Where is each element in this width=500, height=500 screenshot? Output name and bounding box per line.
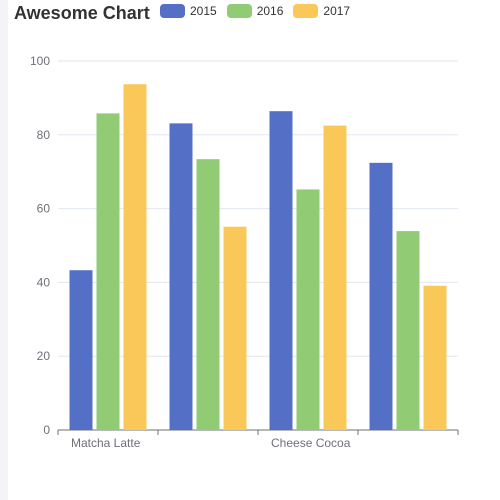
bar-2017-0	[123, 84, 147, 430]
y-tick-label-20: 20	[37, 349, 51, 363]
bar-2015-2	[269, 111, 293, 431]
bar-2016-2	[296, 189, 320, 430]
y-tick-label-100: 100	[30, 54, 50, 68]
legend-item-2015[interactable]: 2015	[160, 4, 217, 18]
legend-label-2017: 2017	[323, 4, 351, 18]
y-tick-label-60: 60	[37, 202, 51, 216]
bar-2015-1	[169, 123, 193, 431]
legend-item-2017[interactable]: 2017	[293, 4, 350, 18]
bar-2017-3	[423, 285, 447, 430]
chart-legend: 2015 2016 2017	[160, 4, 360, 18]
legend-item-2016[interactable]: 2016	[226, 4, 284, 18]
bar-2016-1	[196, 159, 220, 431]
bar-2016-3	[396, 231, 420, 430]
legend-swatch-2016	[226, 4, 252, 18]
bar-2017-1	[223, 226, 247, 430]
x-tick-label-2: Cheese Cocoa	[271, 436, 351, 450]
chart-title: Awesome Chart	[14, 3, 150, 23]
legend-swatch-2017	[293, 4, 319, 18]
bar-2015-0	[69, 270, 93, 430]
y-tick-label-0: 0	[43, 423, 50, 437]
legend-label-2015: 2015	[190, 4, 217, 18]
bar-2015-3	[369, 162, 393, 430]
y-tick-label-40: 40	[37, 275, 51, 289]
left-edge-strip	[0, 0, 8, 500]
bar-2017-2	[323, 125, 347, 430]
x-tick-label-0: Matcha Latte	[71, 436, 141, 450]
legend-swatch-2015	[160, 4, 185, 18]
bar-2016-0	[96, 113, 120, 430]
legend-label-2016: 2016	[256, 4, 284, 18]
y-tick-label-80: 80	[37, 128, 51, 142]
